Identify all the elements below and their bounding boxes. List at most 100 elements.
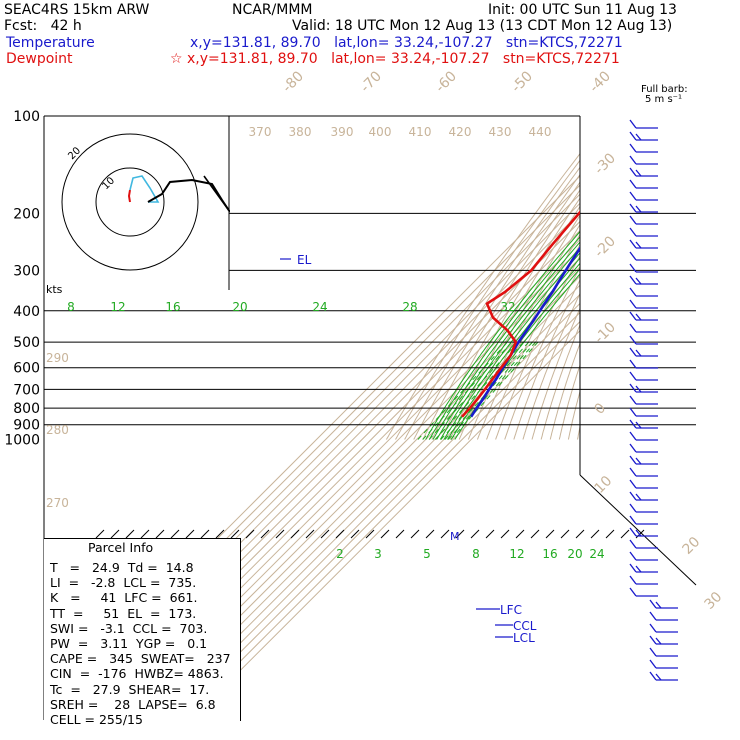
wind-barb-flag xyxy=(635,277,642,285)
hatch-mark xyxy=(620,529,630,539)
isotherm-label: 30 xyxy=(702,589,726,613)
dry-adiabat xyxy=(467,223,580,440)
dry-adiabat xyxy=(540,323,580,440)
isotherm-label: 10 xyxy=(592,473,616,497)
wind-barb-flag xyxy=(649,635,657,645)
isotherm-label: -70 xyxy=(358,68,385,95)
pressure-tick-label: 100 xyxy=(13,109,40,125)
pressure-tick-label: 800 xyxy=(13,401,40,417)
wind-barb-flag xyxy=(629,239,637,249)
temperature-legend: Temperature xyxy=(6,35,95,51)
wind-barb-flag xyxy=(635,205,642,213)
hatch-mark xyxy=(485,529,495,539)
theta-label: 370 xyxy=(249,125,272,139)
dry-adiabat xyxy=(449,205,580,440)
theta-label: 420 xyxy=(449,125,472,139)
isotherm-label: -30 xyxy=(592,150,619,177)
wind-barb-flag xyxy=(629,155,637,165)
moist-adiabat xyxy=(432,241,580,440)
wind-barb-flag xyxy=(629,275,637,285)
wind-barb-flag xyxy=(629,131,637,141)
hatch-mark xyxy=(500,529,510,539)
el-label: EL xyxy=(297,253,312,267)
dry-adiabat xyxy=(558,363,580,440)
wind-barb-flag xyxy=(629,503,637,513)
pressure-tick-label: 900 xyxy=(13,418,40,434)
dry-adiabat xyxy=(567,389,580,440)
theta-label: 390 xyxy=(331,125,354,139)
wind-barb-flag xyxy=(629,203,637,213)
hodograph-units-label: kts xyxy=(46,283,63,296)
parcel-info-row: Tc = 27.9 SHEAR= 17. xyxy=(50,681,210,697)
isotherm-label: 20 xyxy=(680,534,704,558)
mixing-ratio-line xyxy=(444,341,533,440)
theta-label: 410 xyxy=(409,125,432,139)
init-time: Init: 00 UTC Sun 11 Aug 13 xyxy=(488,2,677,18)
hatch-mark xyxy=(230,529,240,539)
hatch-mark xyxy=(380,529,390,539)
wind-barb-flag xyxy=(649,611,657,621)
isotherm-label: -40 xyxy=(587,68,614,95)
wind-barb-flag xyxy=(655,601,662,609)
mixing-ratio-line xyxy=(422,341,513,440)
hatch-mark xyxy=(125,529,135,539)
parcel-info-panel xyxy=(44,538,241,721)
dewpoint-profile xyxy=(461,210,580,418)
parcel-info-row: T = 24.9 Td = 14.8 xyxy=(50,560,194,575)
dry-adiabat xyxy=(440,197,580,440)
dry-adiabat xyxy=(385,152,580,440)
wind-barb-flag xyxy=(629,395,637,405)
wind-barb-flag xyxy=(635,385,642,393)
wind-barb-flag xyxy=(629,491,637,501)
hatch-mark xyxy=(290,529,300,539)
hatch-mark xyxy=(425,529,435,539)
wind-barb-flag xyxy=(629,419,637,429)
wind-barb-flag xyxy=(635,565,642,573)
wind-barb-flag xyxy=(629,263,637,273)
theta-label: 280 xyxy=(46,423,69,437)
theta-label: 440 xyxy=(529,125,552,139)
wind-barb-flag xyxy=(629,551,637,561)
wind-barb-flag xyxy=(629,167,637,177)
hatch-mark xyxy=(365,529,375,539)
isotherm-label: -60 xyxy=(433,68,460,95)
wind-barb-flag xyxy=(629,563,637,573)
temperature-location: x,y=131.81, 89.70 lat,lon= 33.24,-107.27… xyxy=(190,35,623,51)
wind-barb-flag xyxy=(649,671,657,681)
hodograph-ring-outer xyxy=(61,133,199,271)
dry-adiabat xyxy=(486,243,580,440)
hatch-mark xyxy=(215,529,225,539)
wind-barb-flag xyxy=(635,421,642,429)
hatch-mark xyxy=(410,529,420,539)
wind-barb-flag xyxy=(629,311,637,321)
dry-adiabat xyxy=(422,181,580,440)
parcel-info-title: Parcel Info xyxy=(88,540,154,555)
wind-barb-flag xyxy=(629,371,637,381)
hatch-mark xyxy=(545,529,555,539)
model-title: SEAC4RS 15km ARW xyxy=(4,2,150,18)
moist-adiabat-label: 12 xyxy=(110,300,125,314)
temperature-profile xyxy=(470,245,580,418)
plot-right-slant xyxy=(579,474,697,586)
wind-barb-flag xyxy=(629,359,637,369)
wind-barb-flag xyxy=(629,383,637,393)
mixing-ratio-line xyxy=(428,341,519,440)
isotherm-label: 0 xyxy=(592,400,610,418)
hatch-mark xyxy=(185,529,195,539)
wind-barb-flag xyxy=(629,179,637,189)
mixing-ratio-label: 12 xyxy=(509,547,524,561)
moist-adiabat-label: 32 xyxy=(500,300,515,314)
moist-adiabat-label: 20 xyxy=(232,300,247,314)
hatch-mark xyxy=(515,529,525,539)
wind-barb-flag xyxy=(629,227,637,237)
mixing-ratio-label: 20 xyxy=(567,547,582,561)
moist-adiabat xyxy=(439,252,580,440)
theta-label: 430 xyxy=(489,125,512,139)
dry-adiabat xyxy=(513,278,580,440)
hatch-mark xyxy=(95,529,105,539)
hodograph-trace-cyan xyxy=(129,175,160,203)
hatch-mark xyxy=(110,529,120,539)
wind-barb-flag xyxy=(629,299,637,309)
wind-barb-flag xyxy=(635,313,642,321)
mixing-ratio-label: 5 xyxy=(423,547,431,561)
